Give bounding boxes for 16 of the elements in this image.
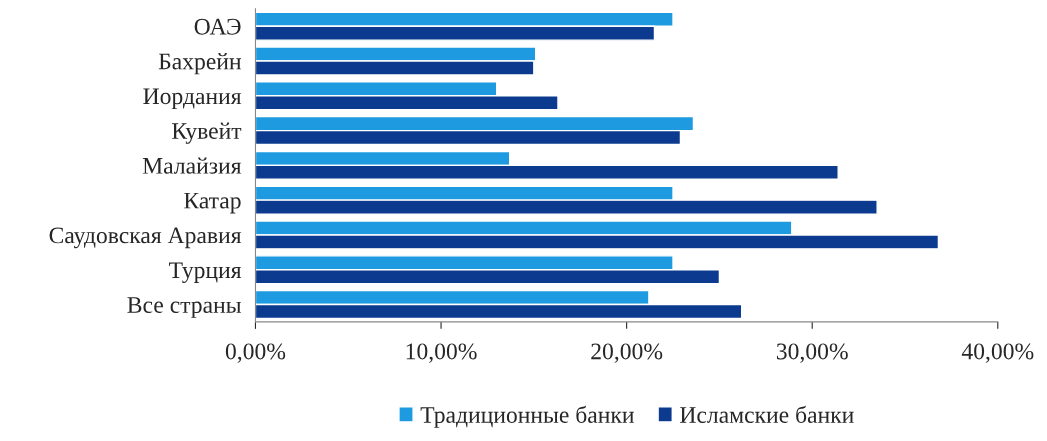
y-tick-label: Катар <box>184 192 241 214</box>
x-tick-label: 40,00% <box>961 343 1034 363</box>
x-tick-label: 30,00% <box>776 343 848 363</box>
y-tick-label: Иордания <box>143 88 242 110</box>
y-tick-label: Малайзия <box>142 157 242 174</box>
y-tick-label: Бахрейн <box>158 53 242 75</box>
y-tick-label: ОАЭ <box>194 18 241 35</box>
x-tick-label: 0,00% <box>225 343 286 363</box>
y-tick-label: Все страны <box>127 297 242 318</box>
y-tick-label: Саудовская Аравия <box>49 227 242 249</box>
x-tick-label: 10,00% <box>406 343 477 363</box>
y-tick-label: Кувейт <box>172 122 242 144</box>
legend-label: Традиционные банки <box>420 405 634 428</box>
y-tick-label: Турция <box>169 262 242 283</box>
x-tick-label: 20,00% <box>591 343 663 363</box>
legend-label: Исламские банки <box>680 405 854 423</box>
